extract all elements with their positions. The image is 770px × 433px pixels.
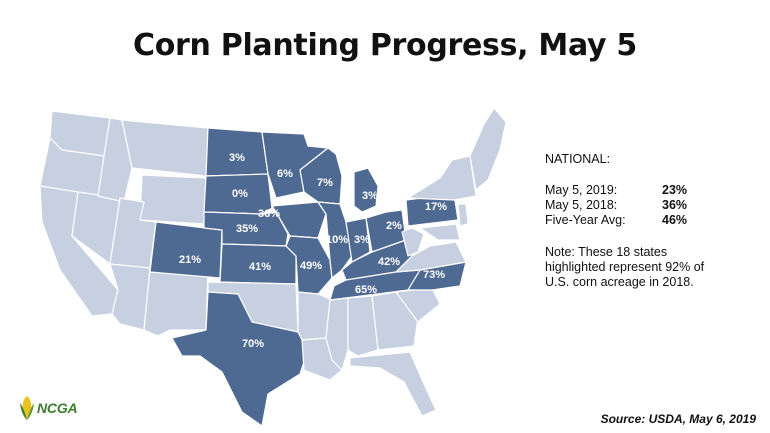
national-panel: NATIONAL: May 5, 2019: 23% May 5, 2018: …: [545, 152, 755, 290]
state-south-dakota: [203, 173, 273, 215]
acreage-note: Note: These 18 states highlighted repres…: [545, 245, 705, 289]
state-michigan: [353, 167, 379, 213]
state-value-label: 3%: [229, 152, 245, 164]
state-arizona: [109, 263, 151, 331]
state-value-label: 0%: [232, 188, 248, 200]
state-value-label: 73%: [423, 269, 445, 281]
state-value-label: 65%: [355, 284, 377, 296]
state-new-york: [407, 155, 477, 201]
state-new-jersey: [457, 203, 469, 227]
state-value-label: 17%: [425, 201, 447, 213]
state-montana: [121, 119, 209, 177]
corn-icon: [20, 396, 34, 420]
state-texas: [171, 291, 311, 427]
state-west-virginia: [401, 227, 425, 257]
state-value-label: 35%: [236, 223, 258, 235]
state-ohio: [365, 209, 407, 253]
state-value-label: 49%: [300, 260, 322, 272]
state-value-label: 3%: [354, 234, 370, 246]
logo-text: NCGA: [37, 400, 78, 416]
state-value-label: 10%: [326, 234, 348, 246]
state-wisconsin: [299, 147, 343, 205]
state-alabama: [347, 295, 379, 357]
national-row-label: Five-Year Avg:: [545, 213, 626, 227]
national-row-label: May 5, 2019:: [545, 183, 618, 197]
state-florida: [349, 351, 437, 417]
national-row: Five-Year Avg: 46%: [545, 213, 755, 228]
state-new-england: [469, 107, 507, 191]
state-colorado: [149, 221, 223, 279]
state-maryland: [419, 223, 461, 241]
state-value-label: 3%: [362, 190, 378, 202]
state-new-mexico: [143, 267, 209, 337]
national-row-label: May 5, 2018:: [545, 198, 618, 212]
state-value-label: 7%: [317, 177, 333, 189]
state-value-label: 6%: [277, 168, 293, 180]
state-indiana: [345, 217, 371, 263]
page-title: Corn Planting Progress, May 5: [133, 28, 637, 63]
ncga-logo: NCGA: [18, 394, 78, 422]
national-heading: NATIONAL:: [545, 152, 611, 166]
national-row-value: 36%: [662, 198, 688, 212]
source-citation: Source: USDA, May 6, 2019: [600, 412, 756, 426]
state-north-carolina: [407, 261, 467, 291]
state-value-label: 36%: [258, 208, 280, 220]
national-row: May 5, 2018: 36%: [545, 198, 755, 213]
state-value-label: 70%: [242, 338, 264, 350]
state-value-label: 42%: [378, 256, 400, 268]
national-row: May 5, 2019: 23%: [545, 183, 755, 198]
state-value-label: 41%: [249, 261, 271, 273]
state-value-label: 21%: [179, 254, 201, 266]
state-wyoming: [139, 174, 207, 225]
national-row-value: 23%: [662, 183, 688, 197]
state-value-label: 2%: [386, 220, 402, 232]
state-virginia: [395, 241, 467, 273]
state-kansas: [219, 243, 297, 285]
national-row-value: 46%: [662, 213, 688, 227]
